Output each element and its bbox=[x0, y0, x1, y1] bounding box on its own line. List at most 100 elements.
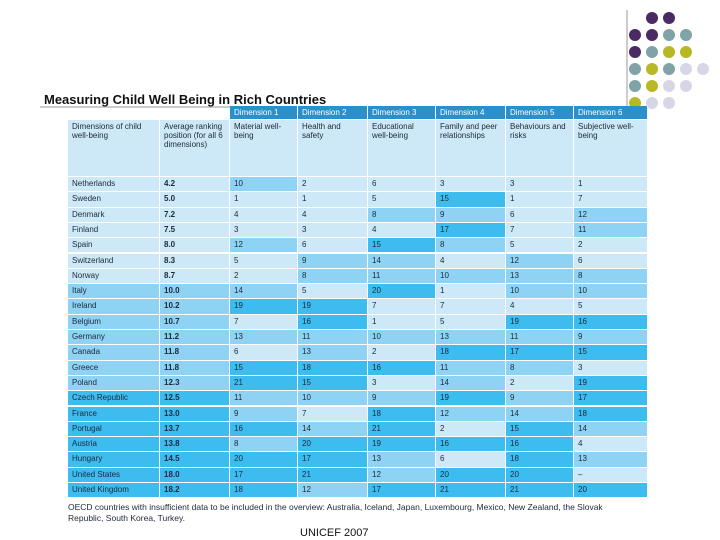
rank: 11 bbox=[368, 268, 436, 285]
country: Netherlands bbox=[68, 177, 160, 193]
rank: 3 bbox=[368, 375, 436, 392]
rank: 21 bbox=[298, 467, 368, 483]
rank: 18.0 bbox=[160, 467, 230, 483]
rank: 4 bbox=[436, 253, 506, 269]
rank: 17 bbox=[574, 391, 648, 407]
rank: 14.5 bbox=[160, 452, 230, 468]
rank: 11 bbox=[230, 391, 298, 407]
rank: 7 bbox=[368, 299, 436, 315]
rank: 17 bbox=[368, 483, 436, 499]
rank: 13 bbox=[298, 345, 368, 361]
rank: 1 bbox=[436, 284, 506, 300]
dimension-header: Dimension 1 bbox=[230, 106, 298, 120]
rank: 16 bbox=[230, 421, 298, 438]
rank: 9 bbox=[506, 391, 574, 407]
rank: 2 bbox=[368, 345, 436, 361]
rank: 6 bbox=[506, 207, 574, 223]
rank: 8 bbox=[230, 437, 298, 453]
rank: 11 bbox=[436, 360, 506, 376]
dimension-header: Dimension 3 bbox=[368, 106, 436, 120]
country: Italy bbox=[68, 284, 160, 300]
rank: 3 bbox=[230, 222, 298, 239]
rank: 8 bbox=[298, 268, 368, 285]
rank: 13.8 bbox=[160, 437, 230, 453]
rank: 3 bbox=[436, 177, 506, 193]
rank: 19 bbox=[574, 375, 648, 392]
rank: 16 bbox=[436, 437, 506, 453]
rank: 5 bbox=[368, 192, 436, 208]
rank: 14 bbox=[298, 421, 368, 438]
country: Czech Republic bbox=[68, 391, 160, 407]
rank: 16 bbox=[298, 314, 368, 330]
country: Canada bbox=[68, 345, 160, 361]
country: Hungary bbox=[68, 452, 160, 468]
rank: 13 bbox=[574, 452, 648, 468]
rank: 9 bbox=[574, 330, 648, 346]
column-header: Educational well-being bbox=[368, 120, 436, 177]
rank: 17 bbox=[298, 452, 368, 468]
rank: 14 bbox=[368, 253, 436, 269]
country: Sweden bbox=[68, 192, 160, 208]
rank: 6 bbox=[368, 177, 436, 193]
rank: 17 bbox=[230, 467, 298, 483]
country: Denmark bbox=[68, 207, 160, 223]
rank: 8.0 bbox=[160, 238, 230, 254]
rank: 4 bbox=[574, 437, 648, 453]
rank: 12 bbox=[368, 467, 436, 483]
rank: 10 bbox=[436, 268, 506, 285]
dots bbox=[629, 12, 709, 109]
rank: 20 bbox=[368, 284, 436, 300]
dimension-header: Dimension 4 bbox=[436, 106, 506, 120]
rank: 12.3 bbox=[160, 375, 230, 392]
rank: 11.2 bbox=[160, 330, 230, 346]
rank: 17 bbox=[506, 345, 574, 361]
rank: 11.8 bbox=[160, 345, 230, 361]
rank: 19 bbox=[230, 299, 298, 315]
rank: 12 bbox=[230, 238, 298, 254]
rank: 5.0 bbox=[160, 192, 230, 208]
rank: 4 bbox=[230, 207, 298, 223]
rank: 7.2 bbox=[160, 207, 230, 223]
rank: 6 bbox=[298, 238, 368, 254]
rank: 5 bbox=[574, 299, 648, 315]
rank: 18.2 bbox=[160, 483, 230, 499]
rank: 10.7 bbox=[160, 314, 230, 330]
rank: 2 bbox=[506, 375, 574, 392]
rank: 10.2 bbox=[160, 299, 230, 315]
country: Portugal bbox=[68, 421, 160, 438]
rank: 18 bbox=[506, 452, 574, 468]
rank: 6 bbox=[436, 452, 506, 468]
country: France bbox=[68, 406, 160, 422]
rank: 6 bbox=[574, 253, 648, 269]
rank: 4.2 bbox=[160, 177, 230, 193]
rank: 5 bbox=[436, 314, 506, 330]
rank: 15 bbox=[230, 360, 298, 376]
rank: 16 bbox=[368, 360, 436, 376]
rank: 13 bbox=[368, 452, 436, 468]
rank: 19 bbox=[506, 314, 574, 330]
rank: 20 bbox=[298, 437, 368, 453]
rank: 12 bbox=[506, 253, 574, 269]
rank: 12.5 bbox=[160, 391, 230, 407]
column-header: Material well-being bbox=[230, 120, 298, 177]
column-header: Family and peer relationships bbox=[436, 120, 506, 177]
rank: 20 bbox=[574, 483, 648, 499]
rank: 10 bbox=[574, 284, 648, 300]
rank: 11 bbox=[506, 330, 574, 346]
country: Switzerland bbox=[68, 253, 160, 269]
rank: 15 bbox=[298, 375, 368, 392]
rank: 21 bbox=[436, 483, 506, 499]
rank: 17 bbox=[436, 222, 506, 239]
rank: 21 bbox=[230, 375, 298, 392]
country: Spain bbox=[68, 238, 160, 254]
rank: 9 bbox=[368, 391, 436, 407]
country: Norway bbox=[68, 268, 160, 285]
country: Germany bbox=[68, 330, 160, 346]
rank: 1 bbox=[368, 314, 436, 330]
dimension-header: Dimension 5 bbox=[506, 106, 574, 120]
rank: 2 bbox=[298, 177, 368, 193]
country: Austria bbox=[68, 437, 160, 453]
rank: 7 bbox=[230, 314, 298, 330]
rank: 10 bbox=[506, 284, 574, 300]
